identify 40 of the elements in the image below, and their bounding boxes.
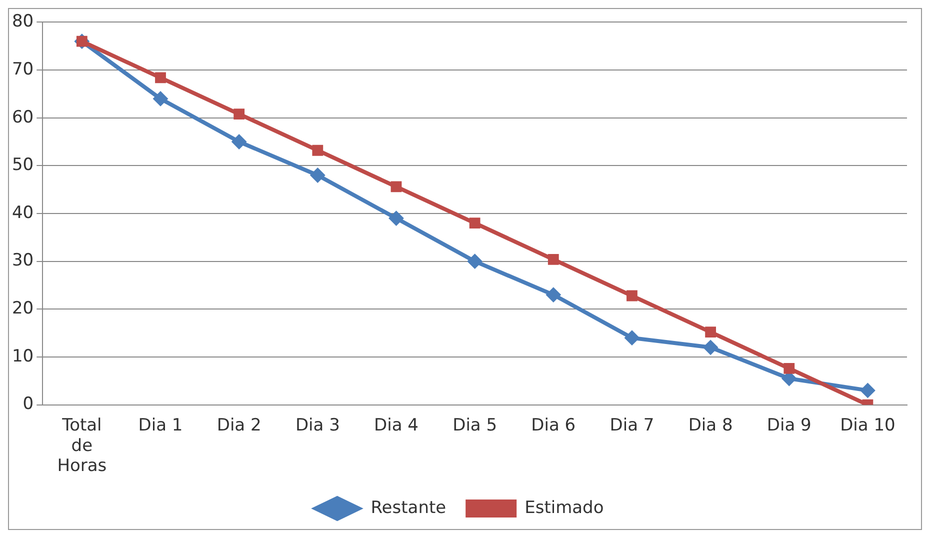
legend-label: Restante (370, 498, 446, 518)
y-tick-label: 50 (12, 155, 34, 176)
x-tick-label: Dia 10 (840, 415, 896, 436)
point (153, 91, 168, 106)
point (390, 181, 402, 192)
point (232, 134, 247, 150)
y-tick-label: 60 (12, 107, 34, 128)
point (626, 290, 638, 302)
x-tick-label: Dia 6 (531, 415, 576, 436)
x-tick-label: Dia 3 (295, 415, 340, 436)
y-tick-label: 0 (22, 394, 34, 414)
point (234, 108, 245, 120)
x-tick-label: Dia 5 (452, 415, 498, 436)
x-tick-label: Total de Horas (57, 415, 107, 476)
y-tick-label: 80 (12, 12, 34, 32)
x-tick-label: Dia 7 (610, 415, 654, 436)
point (310, 168, 326, 183)
x-tick-label: Dia 8 (688, 415, 733, 436)
point (703, 340, 718, 355)
legend-label: Estimado (524, 498, 604, 518)
point (548, 254, 559, 265)
x-tick-label: Dia 1 (138, 415, 183, 436)
point (546, 287, 561, 302)
y-tick-label: 20 (12, 298, 34, 319)
x-tick-label: Dia 2 (216, 415, 262, 436)
point (705, 326, 716, 338)
y-tick-label: 70 (12, 59, 34, 80)
y-tick-label: 40 (12, 202, 34, 223)
point (860, 382, 876, 398)
point (467, 254, 482, 269)
point (312, 144, 324, 156)
point (624, 330, 640, 346)
point (784, 363, 795, 374)
point (469, 218, 480, 229)
y-tick-label: 30 (12, 250, 34, 271)
point (388, 210, 404, 226)
x-tick-label: Dia 9 (766, 415, 812, 436)
y-tick-label: 10 (12, 346, 34, 366)
point (155, 72, 166, 84)
x-tick-label: Dia 4 (374, 415, 418, 436)
